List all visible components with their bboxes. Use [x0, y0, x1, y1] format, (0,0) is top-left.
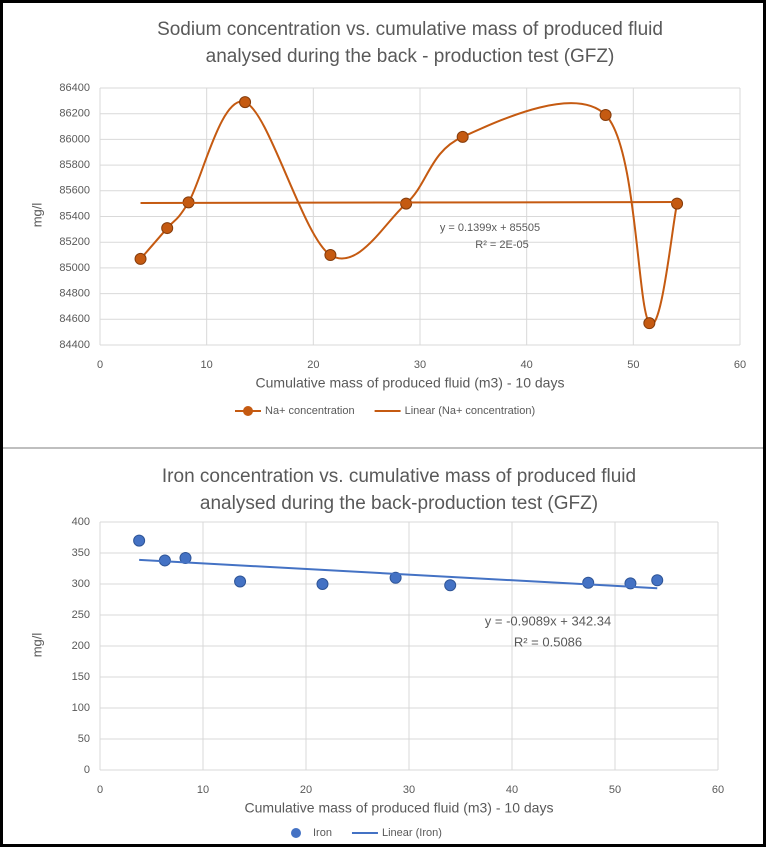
y-tick-label: 84800 — [59, 288, 90, 300]
y-tick-label: 85200 — [59, 236, 90, 248]
x-tick-label: 50 — [627, 359, 639, 371]
x-tick-label: 50 — [609, 784, 621, 796]
x-axis-label: Cumulative mass of produced fluid (m3) -… — [256, 375, 565, 391]
y-tick-label: 84400 — [59, 339, 90, 351]
y-tick-label: 0 — [84, 764, 90, 776]
legend-label: Na+ concentration — [265, 405, 355, 417]
x-tick-label: 20 — [300, 784, 312, 796]
marker — [239, 96, 252, 109]
marker — [643, 317, 656, 330]
y-tick-label: 400 — [72, 516, 90, 528]
y-tick-label: 85600 — [59, 185, 90, 197]
x-tick-label: 40 — [506, 784, 518, 796]
chart-title: analysed during the back - production te… — [206, 46, 615, 67]
trend-line — [139, 558, 658, 590]
x-tick-label: 60 — [734, 359, 746, 371]
marker — [179, 551, 192, 564]
trend-equation: y = -0.9089x + 342.34 — [485, 613, 611, 628]
marker — [456, 130, 469, 143]
x-tick-label: 30 — [414, 359, 426, 371]
marker — [324, 249, 337, 262]
legend-label: Iron — [313, 827, 332, 839]
y-tick-label: 85400 — [59, 210, 90, 222]
trend-equation: R² = 2E-05 — [475, 239, 529, 251]
marker — [444, 579, 457, 592]
marker — [400, 197, 413, 210]
trend-line — [140, 201, 678, 204]
legend-label: Linear (Na+ concentration) — [405, 405, 536, 417]
x-axis-label: Cumulative mass of produced fluid (m3) -… — [245, 800, 554, 816]
y-axis-label: mg/l — [29, 633, 44, 658]
y-tick-label: 100 — [72, 702, 90, 714]
marker — [234, 575, 247, 588]
trend-equation: R² = 0.5086 — [514, 634, 582, 649]
marker — [134, 252, 147, 265]
x-tick-label: 10 — [201, 359, 213, 371]
chart-title: Sodium concentration vs. cumulative mass… — [157, 19, 663, 40]
legend-marker — [243, 406, 253, 416]
marker — [651, 574, 664, 587]
y-tick-label: 86400 — [59, 82, 90, 94]
x-tick-label: 0 — [97, 784, 103, 796]
y-tick-label: 50 — [78, 733, 90, 745]
marker — [133, 534, 146, 547]
y-tick-label: 250 — [72, 609, 90, 621]
y-tick-label: 86200 — [59, 108, 90, 120]
x-tick-label: 20 — [307, 359, 319, 371]
y-tick-label: 300 — [72, 578, 90, 590]
y-tick-label: 200 — [72, 640, 90, 652]
y-tick-label: 85000 — [59, 262, 90, 274]
marker — [671, 197, 684, 210]
x-tick-label: 60 — [712, 784, 724, 796]
chart-title: Iron concentration vs. cumulative mass o… — [162, 466, 636, 487]
legend-marker — [291, 828, 301, 838]
y-tick-label: 350 — [72, 547, 90, 559]
y-tick-label: 84600 — [59, 313, 90, 325]
x-tick-label: 40 — [521, 359, 533, 371]
y-axis-label: mg/l — [29, 203, 44, 228]
marker — [582, 576, 595, 589]
legend-label: Linear (Iron) — [382, 827, 442, 839]
marker — [599, 108, 612, 121]
x-tick-label: 10 — [197, 784, 209, 796]
y-tick-label: 85800 — [59, 159, 90, 171]
x-tick-label: 0 — [97, 359, 103, 371]
y-tick-label: 86000 — [59, 133, 90, 145]
trend-equation: y = 0.1399x + 85505 — [440, 222, 540, 234]
y-tick-label: 150 — [72, 671, 90, 683]
chart-title: analysed during the back-production test… — [200, 493, 598, 514]
marker — [316, 578, 329, 590]
x-tick-label: 30 — [403, 784, 415, 796]
marker — [161, 222, 174, 235]
